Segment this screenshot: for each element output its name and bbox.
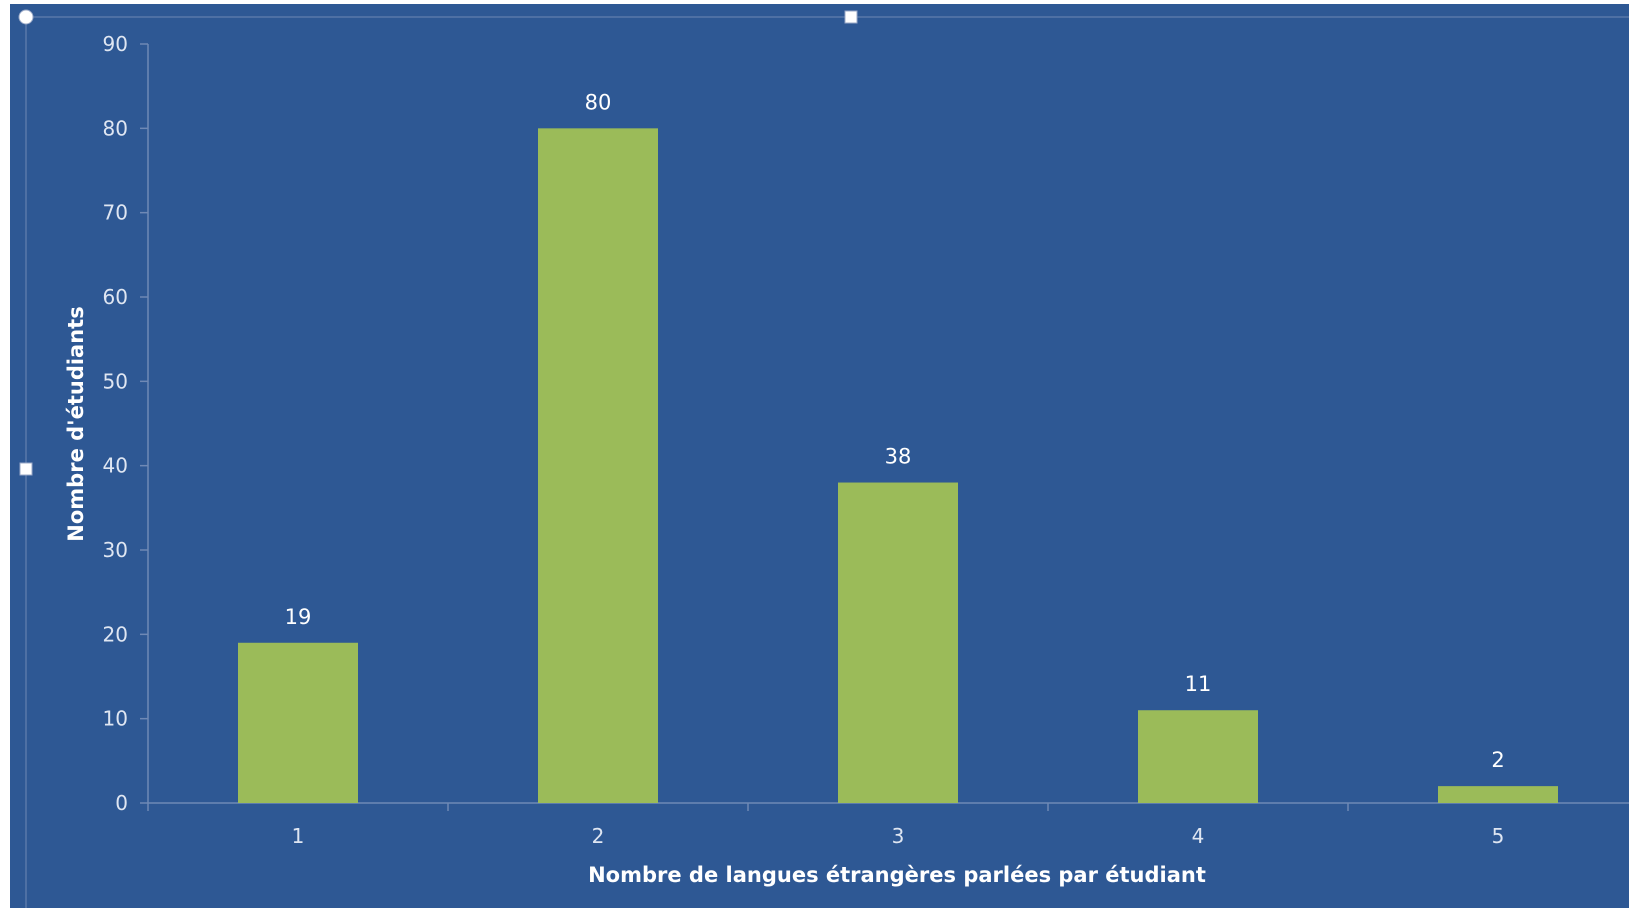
y-tick-label: 60 [103, 285, 128, 309]
y-tick-label: 80 [103, 116, 128, 140]
x-tick-label: 1 [292, 824, 305, 848]
y-axis-title: Nombre d'étudiants [64, 306, 88, 541]
bar-data-label: 2 [1491, 748, 1504, 772]
y-axis: 0 10 20 30 40 50 60 70 80 90 [103, 32, 149, 815]
bar[interactable] [838, 482, 958, 803]
x-axis-title: Nombre de langues étrangères parlées par… [588, 863, 1206, 887]
bar[interactable] [1138, 710, 1258, 803]
bar-data-label: 11 [1185, 672, 1212, 696]
x-tick-label: 5 [1492, 824, 1505, 848]
bar-data-label: 38 [885, 445, 912, 469]
bar-data-label: 19 [285, 605, 312, 629]
y-tick-label: 90 [103, 32, 128, 56]
top-resize-handle[interactable] [844, 10, 858, 24]
x-tick-label: 2 [592, 824, 605, 848]
y-tick-label: 40 [103, 454, 128, 478]
y-tick-label: 30 [103, 538, 128, 562]
selection-handles[interactable] [18, 9, 1629, 908]
y-tick-label: 10 [103, 707, 128, 731]
x-tick-label: 4 [1192, 824, 1205, 848]
data-labels: 19 80 38 11 2 [285, 90, 1505, 772]
left-resize-handle[interactable] [19, 462, 33, 476]
y-tick-label: 70 [103, 201, 128, 225]
bar-data-label: 80 [585, 90, 612, 114]
bars [238, 128, 1558, 804]
y-tick-label: 0 [115, 791, 128, 815]
bar[interactable] [1438, 786, 1558, 803]
corner-resize-handle[interactable] [18, 9, 34, 25]
x-tick-label: 3 [892, 824, 905, 848]
bar[interactable] [238, 642, 358, 803]
y-tick-label: 50 [103, 369, 128, 393]
bar[interactable] [538, 128, 658, 804]
y-tick-label: 20 [103, 622, 128, 646]
